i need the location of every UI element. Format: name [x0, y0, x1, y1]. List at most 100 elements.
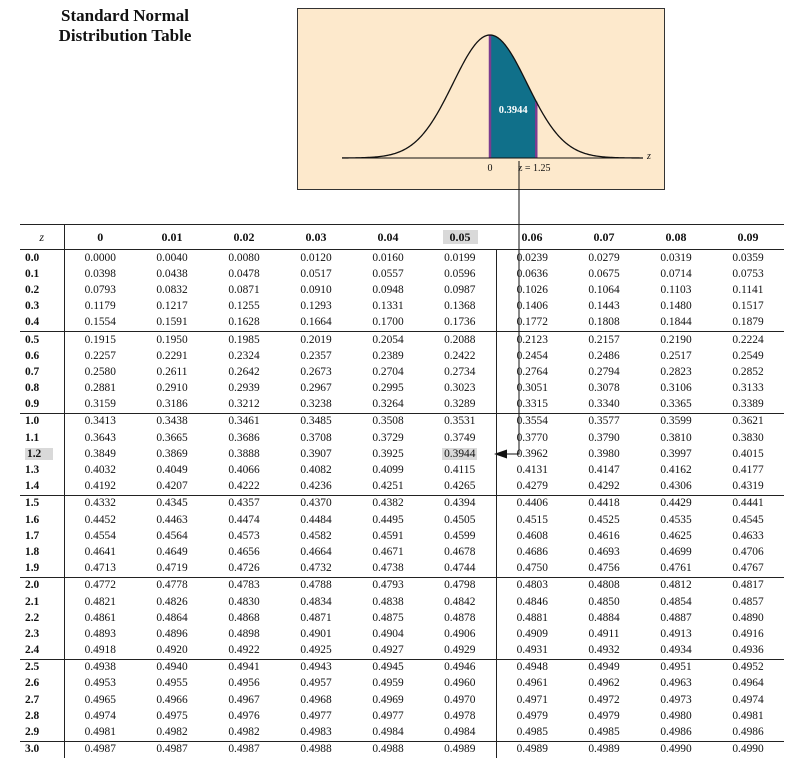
table-cell: 0.4812 [640, 577, 712, 594]
table-cell: 0.3106 [640, 381, 712, 397]
cell-value: 0.4599 [444, 529, 476, 542]
cell-value: 0.1141 [732, 283, 764, 296]
cell-value: 0.0438 [156, 267, 188, 280]
row-z-label: 0.0 [20, 249, 65, 267]
table-cell: 0.4115 [424, 462, 496, 478]
cell-value: 0.4974 [84, 709, 116, 722]
cell-value: 0.4971 [516, 693, 548, 706]
table-cell: 0.4967 [208, 692, 280, 708]
cell-value: 0.4878 [444, 611, 476, 624]
table-cell: 0.4984 [352, 724, 424, 742]
cell-value: 0.4941 [228, 661, 260, 674]
cell-value: 0.4554 [84, 529, 116, 542]
cell-value: 0.2549 [732, 349, 764, 362]
cell-value: 0.2881 [84, 382, 116, 395]
table-cell: 0.2019 [280, 331, 352, 348]
table-cell: 0.4976 [208, 708, 280, 724]
cell-value: 0.2611 [156, 365, 188, 378]
cell-value: 0.4955 [156, 677, 188, 690]
cell-value: 0.4515 [516, 513, 548, 526]
table-cell: 0.3133 [712, 381, 784, 397]
table-cell: 0.1628 [208, 314, 280, 332]
table-cell: 0.1217 [136, 299, 208, 315]
cell-value: 0.4927 [372, 644, 404, 657]
cell-value: 0.3599 [660, 415, 692, 428]
table-cell: 0.0040 [136, 250, 208, 267]
table-cell: 0.4382 [352, 495, 424, 512]
cell-value: 0.2054 [372, 333, 404, 346]
column-header: 0.05 [424, 224, 496, 250]
row-z-label: 2.2 [20, 610, 65, 627]
cell-value: 0.0793 [84, 283, 116, 296]
table-cell: 0.4772 [64, 577, 136, 594]
table-cell: 0.4943 [280, 659, 352, 676]
table-cell: 0.2291 [136, 348, 208, 364]
column-header: 0.08 [640, 224, 712, 250]
table-cell: 0.4463 [136, 512, 208, 528]
table-cell: 0.4049 [136, 462, 208, 478]
table-cell: 0.0319 [640, 250, 712, 267]
table-cell: 0.2704 [352, 364, 424, 380]
table-cell: 0.1808 [568, 314, 640, 332]
table-cell: 0.4279 [495, 478, 568, 496]
table-row: 2.5 0.4938 0.4940 0.4941 0.4943 0.4945 0.4946 0… [20, 659, 784, 676]
cell-value: 0.4884 [588, 611, 620, 624]
column-header-row: z 0 0.01 0.02 0.03 0.04 0.05 0.06 0.07 0.08 0.09 [20, 224, 784, 250]
table-cell: 0.4945 [352, 659, 424, 676]
row-z-label: 1.7 [20, 528, 65, 545]
cell-value: 0.1915 [84, 333, 116, 346]
table-cell: 0.4177 [712, 462, 784, 478]
cell-value: 0.4968 [300, 693, 332, 706]
cell-value: 0.4713 [84, 562, 116, 575]
table-cell: 0.4927 [352, 642, 424, 660]
table-cell: 0.4582 [280, 528, 352, 544]
table-row: 0.3 0.1179 0.1217 0.1255 0.1293 0.1331 0.1368 0… [20, 298, 784, 315]
table-cell: 0.4591 [352, 528, 424, 544]
table-cell: 0.4974 [712, 692, 784, 708]
cell-value: 0.4984 [372, 726, 404, 739]
cell-value: 0.4686 [516, 545, 548, 558]
cell-value: 0.1879 [732, 316, 764, 329]
cell-value: 0.4989 [588, 743, 620, 756]
cell-value: 0.3686 [228, 431, 260, 444]
cell-value: 0.4525 [588, 513, 620, 526]
table-cell: 0.4838 [352, 594, 424, 610]
table-cell: 0.4564 [136, 528, 208, 544]
cell-value: 0.1591 [156, 316, 188, 329]
table-cell: 0.3599 [640, 413, 712, 430]
table-cell: 0.4925 [280, 642, 352, 660]
cell-value: 0.2486 [588, 349, 620, 362]
cell-value: 0.4756 [588, 562, 620, 575]
row-z-label: 2.6 [20, 675, 65, 693]
table-cell: 0.2517 [640, 348, 712, 364]
cell-value: 0.1331 [372, 300, 404, 313]
row-z-label: 1.2 [20, 446, 65, 463]
cell-value: 0.4952 [732, 661, 764, 674]
cell-value: 0.4980 [660, 709, 692, 722]
row-z-label: 0.2 [20, 282, 65, 299]
cell-value: 0.4726 [228, 562, 260, 575]
cell-value: 0.2580 [84, 365, 116, 378]
table-cell: 0.3980 [568, 446, 640, 462]
cell-value: 0.3340 [588, 398, 620, 411]
cell-value: 0.2823 [660, 365, 692, 378]
table-cell: 0.4505 [424, 512, 496, 528]
row-z-value: 3.0 [25, 743, 40, 756]
cell-value: 0.4788 [300, 579, 332, 592]
table-cell: 0.4693 [568, 544, 640, 560]
row-z-label: 1.9 [20, 560, 65, 578]
cell-value: 0.4535 [660, 513, 692, 526]
cell-value: 0.2157 [588, 333, 620, 346]
table-row: 3.0 0.4987 0.4987 0.4987 0.4988 0.4988 0.4989 0… [20, 741, 784, 758]
cell-value: 0.4345 [156, 497, 188, 510]
table-cell: 0.4370 [280, 495, 352, 512]
cell-value: 0.1443 [588, 300, 620, 313]
table-cell: 0.4808 [568, 577, 640, 594]
table-cell: 0.4066 [208, 462, 280, 478]
row-z-value: 1.2 [25, 447, 54, 460]
table-cell: 0.1772 [495, 314, 568, 332]
table-cell: 0.3508 [352, 413, 424, 430]
cell-value: 0.2734 [444, 365, 476, 378]
cell-value: 0.4977 [300, 709, 332, 722]
row-z-value: 0.4 [25, 316, 40, 329]
